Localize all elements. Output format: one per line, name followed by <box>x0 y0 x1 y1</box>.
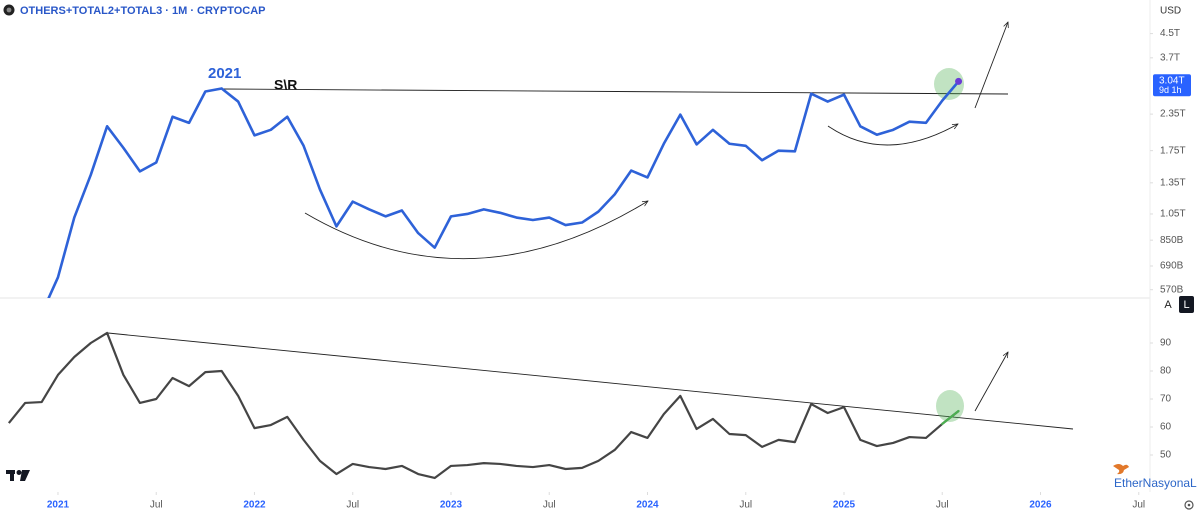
y-tick-label: 570B <box>1160 284 1184 295</box>
y-tick-label: 1.05T <box>1160 209 1186 220</box>
last-point <box>955 77 963 85</box>
annotation: 2021 <box>208 65 241 82</box>
x-tick-label: Jul <box>936 500 949 511</box>
curve-arrow <box>827 124 958 146</box>
x-tick-label: Jul <box>1132 500 1145 511</box>
x-tick-label: Jul <box>739 500 752 511</box>
last-segment <box>941 409 960 426</box>
x-tick-label: Jul <box>346 500 359 511</box>
x-tick-label: 2022 <box>243 500 266 511</box>
y-tick-label: 80 <box>1160 366 1172 377</box>
y-tick-label: 850B <box>1160 235 1184 246</box>
watermark: EtherNasyonaL <box>1114 476 1197 490</box>
up-arrow <box>974 352 1008 412</box>
highlight-circle <box>934 68 964 100</box>
y-tick-label: 690B <box>1160 261 1184 272</box>
scale-button-bg <box>1179 296 1194 313</box>
series-line <box>7 331 960 480</box>
resistance-line <box>221 88 1009 95</box>
x-tick-label: Jul <box>543 500 556 511</box>
drawings <box>107 22 1074 430</box>
scale-button[interactable]: A <box>1164 299 1172 311</box>
tv-logo <box>6 470 30 481</box>
y-tick-label: 3.7T <box>1160 52 1180 63</box>
settings-button-center <box>1187 503 1191 507</box>
price-marker-countdown: 9d 1h <box>1159 85 1182 95</box>
x-tick-label: 2023 <box>440 500 463 511</box>
price-marker-label: 3.04T <box>1159 75 1185 86</box>
trend-line <box>107 332 1074 430</box>
x-tick-label: 2021 <box>47 500 70 511</box>
settings-button[interactable] <box>1184 500 1194 510</box>
y-tick-label: 90 <box>1160 338 1172 349</box>
x-tick-label: 2025 <box>833 500 856 511</box>
currency-label: USD <box>1160 6 1181 17</box>
series-group <box>47 80 960 298</box>
y-tick-label: 2.35T <box>1160 109 1186 120</box>
up-arrow <box>974 22 1008 109</box>
series-group <box>7 331 960 480</box>
symbol-icon-inner <box>6 7 12 13</box>
scale-button[interactable]: L <box>1183 299 1189 311</box>
y-tick-label: 70 <box>1160 394 1172 405</box>
y-tick-label: 4.5T <box>1160 28 1180 39</box>
highlight-circle <box>936 390 964 422</box>
annotation: S\R <box>274 77 297 93</box>
watermark-icon <box>1113 464 1129 475</box>
y-tick-label: 50 <box>1160 450 1172 461</box>
chart-title: OTHERS+TOTAL2+TOTAL3 · 1M · CRYPTOCAP <box>20 5 266 17</box>
curve-arrow <box>304 201 648 260</box>
y-tick-label: 60 <box>1160 422 1172 433</box>
x-tick-label: Jul <box>150 500 163 511</box>
x-tick-label: 2024 <box>636 500 659 511</box>
series-line <box>47 80 960 298</box>
price-marker <box>1153 74 1191 97</box>
x-tick-label: 2026 <box>1029 500 1052 511</box>
y-tick-label: 1.75T <box>1160 145 1186 156</box>
y-tick-label: 1.35T <box>1160 177 1186 188</box>
